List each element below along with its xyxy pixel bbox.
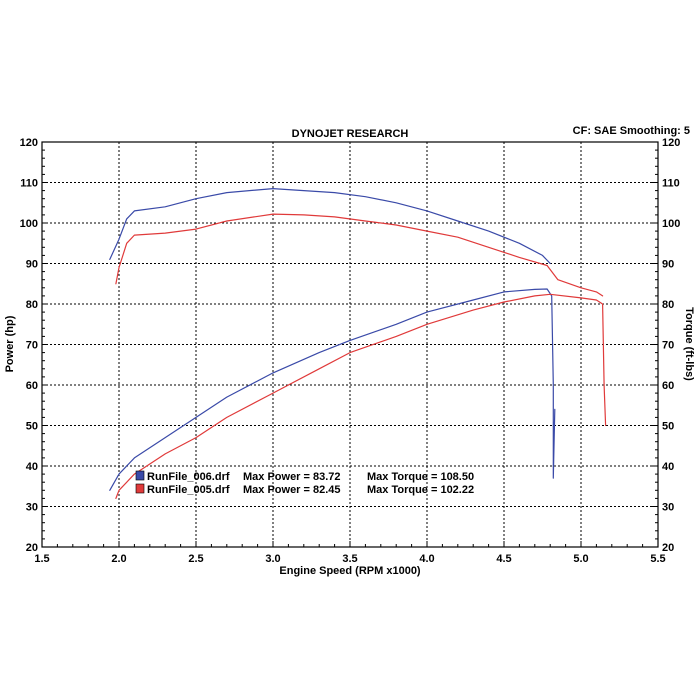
chart-settings: CF: SAE Smoothing: 5 (573, 125, 690, 137)
legend-maxpower-run006: Max Power = 83.72 (243, 471, 341, 483)
y-right-tick-label: 80 (662, 299, 674, 311)
y-right-tick-label: 100 (662, 218, 680, 230)
y-left-tick-label: 20 (26, 542, 38, 554)
x-tick-label: 4.0 (419, 553, 434, 565)
gridlines (42, 142, 658, 547)
x-tick-label: 5.5 (650, 553, 665, 565)
legend-maxtorque-run005: Max Torque = 102.22 (367, 484, 474, 496)
legend: RunFile_006.drf Max Power = 83.72 Max To… (135, 470, 474, 496)
y-right-axis-title: Torque (ft-lbs) (683, 307, 695, 381)
y-left-tick-label: 50 (26, 421, 38, 433)
x-tick-label: 1.5 (34, 553, 49, 565)
legend-file-run006: RunFile_006.drf (147, 471, 230, 483)
y-right-tick-label: 50 (662, 421, 674, 433)
x-tick-label: 3.5 (342, 553, 357, 565)
y-left-tick-label: 70 (26, 340, 38, 352)
y-right-tick-labels: 20 30 40 50 60 70 80 90 100 110 120 (662, 137, 680, 554)
x-axis-title: Engine Speed (RPM x1000) (279, 565, 421, 577)
x-tick-label: 3.0 (265, 553, 280, 565)
chart-title: DYNOJET RESEARCH (292, 128, 409, 140)
legend-file-run005: RunFile_005.drf (147, 484, 230, 496)
y-right-tick-label: 30 (662, 502, 674, 514)
y-right-tick-label: 120 (662, 137, 680, 149)
x-tick-label: 2.0 (111, 553, 126, 565)
y-left-tick-label: 90 (26, 259, 38, 271)
x-tick-label: 4.5 (496, 553, 511, 565)
series-line-runfile-005-drf-power (115, 293, 607, 499)
y-left-tick-label: 40 (26, 461, 38, 473)
y-left-tick-label: 30 (26, 502, 38, 514)
y-left-tick-label: 80 (26, 299, 38, 311)
x-tick-labels: 1.5 2.0 2.5 3.0 3.5 4.0 4.5 5.0 5.5 (34, 553, 665, 565)
y-right-tick-label: 110 (662, 178, 680, 190)
y-right-tick-label: 20 (662, 542, 674, 554)
series-line-runfile-006-drf-power (109, 288, 556, 491)
y-right-tick-label: 40 (662, 461, 674, 473)
legend-maxtorque-run006: Max Torque = 108.50 (367, 471, 474, 483)
y-left-tick-label: 60 (26, 380, 38, 392)
x-tick-label: 5.0 (573, 553, 588, 565)
y-left-tick-label: 100 (20, 218, 38, 230)
series-lines (109, 188, 607, 499)
y-left-tick-label: 110 (20, 178, 38, 190)
y-right-tick-label: 70 (662, 340, 674, 352)
y-right-tick-label: 90 (662, 259, 674, 271)
series-line-runfile-005-drf-torque (115, 213, 604, 297)
x-tick-label: 2.5 (188, 553, 203, 565)
legend-swatch-run005 (135, 483, 145, 494)
tick-marks (41, 141, 659, 548)
y-right-tick-label: 60 (662, 380, 674, 392)
legend-maxpower-run005: Max Power = 82.45 (243, 484, 341, 496)
y-left-axis-title: Power (hp) (4, 315, 16, 372)
legend-swatch-run006 (135, 470, 145, 481)
y-left-tick-labels: 20 30 40 50 60 70 80 90 100 110 120 (20, 137, 38, 554)
y-left-tick-label: 120 (20, 137, 38, 149)
series-line-runfile-006-drf-torque (109, 188, 551, 265)
